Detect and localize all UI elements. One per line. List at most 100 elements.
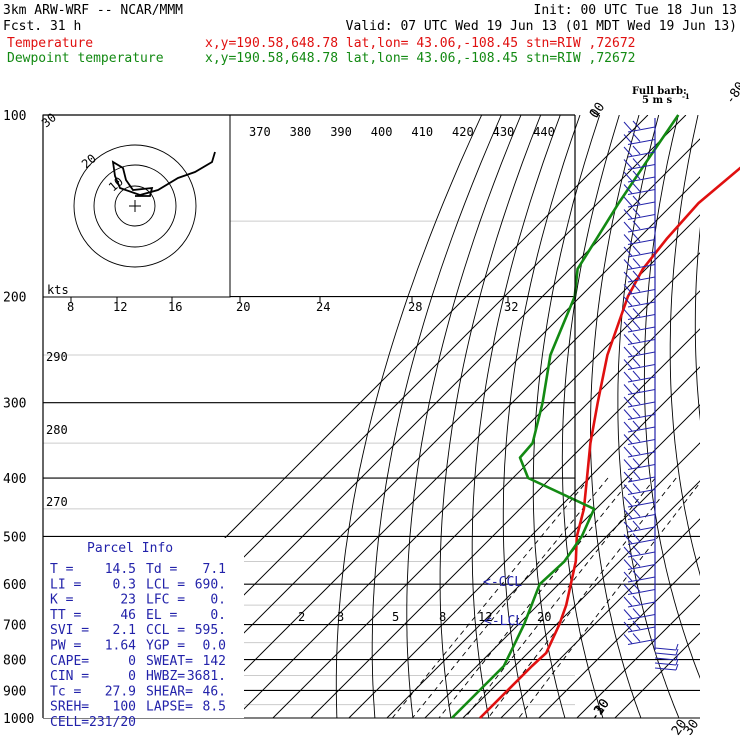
- pressure-label-800: 800: [3, 654, 26, 669]
- pressure-label-900: 900: [3, 684, 26, 699]
- barb-legend-title: Full barb:: [632, 86, 687, 97]
- isotherm: [386, 404, 700, 718]
- dry-adiabat: [590, 115, 642, 718]
- theta-label: 410: [411, 125, 433, 139]
- hodograph-speed-label: 12: [113, 300, 127, 314]
- wind-barb: [623, 533, 656, 545]
- parcel-value: 142: [203, 654, 226, 669]
- parcel-value: 595.: [195, 623, 226, 638]
- parcel-value: 0: [128, 654, 136, 669]
- parcel-value: 0.: [210, 608, 226, 623]
- theta-side-label: 290: [46, 350, 68, 364]
- parcel-value: 7.1: [203, 562, 226, 577]
- wind-barb: [623, 483, 656, 495]
- parcel-value: 23: [120, 593, 136, 608]
- hodograph-speed-label: 8: [67, 300, 74, 314]
- barb-legend-unit-exp: -1: [682, 92, 690, 101]
- parcel-key: PW =: [50, 639, 81, 654]
- wind-barb: [623, 520, 656, 533]
- dry-adiabat: [439, 115, 542, 718]
- isotherm: [310, 328, 700, 718]
- theta-label: 420: [452, 125, 474, 139]
- wind-barb: [623, 458, 656, 470]
- pressure-label-200: 200: [3, 291, 26, 306]
- wind-barb: [623, 570, 656, 583]
- hodograph-trace: [111, 151, 216, 197]
- wind-barb: [623, 145, 656, 158]
- hodograph-ring: [114, 185, 156, 227]
- hodograph-speed-label: 28: [408, 300, 422, 314]
- parcel-value: 0.: [210, 593, 226, 608]
- parcel-key: T =: [50, 562, 74, 577]
- temperature-label: -80: [723, 79, 740, 107]
- pressure-label-700: 700: [3, 619, 26, 634]
- wind-barb: [623, 445, 656, 458]
- dry-adiabat: [371, 115, 502, 718]
- temperature-label: 20: [669, 717, 690, 738]
- parcel-value: 690.: [195, 577, 226, 592]
- wind-barb: [623, 370, 656, 383]
- isotherm: [234, 252, 700, 718]
- parcel-value: 100: [113, 700, 136, 715]
- barb-legend-unit: 5 m s: [642, 95, 673, 106]
- isotherm: [576, 594, 700, 718]
- parcel-key: SREH=: [50, 700, 89, 715]
- parcel-key: EL =: [146, 608, 177, 623]
- wind-barb: [623, 545, 656, 558]
- dry-adiabat: [532, 115, 601, 718]
- pressure-label-500: 500: [3, 530, 26, 545]
- wind-barb: [623, 233, 656, 245]
- pressure-label-300: 300: [3, 397, 26, 412]
- hodograph-speed-label: 24: [316, 300, 330, 314]
- parcel-key: CELL=: [50, 715, 89, 730]
- forecast-hour: Fcst. 31 h: [3, 19, 81, 34]
- parcel-key: CAPE=: [50, 654, 89, 669]
- dry-adiabat: [669, 115, 700, 577]
- parcel-value: 231/20: [89, 715, 136, 730]
- parcel-key: LI =: [50, 577, 81, 592]
- wind-barb: [623, 320, 656, 333]
- isotherm: [348, 366, 700, 718]
- wind-barb: [623, 133, 656, 145]
- theta-label: 430: [493, 125, 515, 139]
- parcel-key: LAPSE=: [146, 700, 193, 715]
- parcel-key: CIN =: [50, 669, 89, 684]
- dewpoint-location: x,y=190.58,648.78 lat,lon= 43.06,-108.45…: [205, 51, 635, 66]
- parcel-key: Tc =: [50, 684, 81, 699]
- parcel-value: 2.1: [113, 623, 136, 638]
- parcel-key: TT =: [50, 608, 81, 623]
- wind-barb: [623, 633, 656, 645]
- parcel-panel: [43, 538, 244, 718]
- wind-barb: [623, 220, 656, 233]
- mixing-ratio-label: 12: [478, 610, 492, 624]
- wind-barb: [623, 158, 656, 170]
- wind-barb: [623, 595, 656, 608]
- mixing-ratio-label: 8: [439, 610, 446, 624]
- isotherm: [196, 214, 700, 718]
- wind-barb: [623, 395, 656, 408]
- temperature-label: 10: [587, 100, 608, 121]
- valid-time: Valid: 07 UTC Wed 19 Jun 13 (01 MDT Wed …: [346, 19, 737, 34]
- parcel-key: LFC =: [146, 593, 185, 608]
- parcel-value: 0: [128, 669, 136, 684]
- hodograph-speed-label: 16: [168, 300, 182, 314]
- wind-barb: [623, 183, 656, 195]
- wind-barb: [623, 583, 656, 595]
- temperature-location: x,y=190.58,648.78 lat,lon= 43.06,-108.45…: [205, 36, 635, 51]
- theta-side-label: 280: [46, 423, 68, 437]
- isotherm: [462, 480, 700, 718]
- model-title: 3km ARW-WRF -- NCAR/MMM: [3, 3, 183, 18]
- hodograph-speed-label: 32: [504, 300, 518, 314]
- parcel-key: LCL =: [146, 577, 185, 592]
- parcel-value: 0.3: [113, 577, 136, 592]
- dry-adiabat: [617, 115, 680, 718]
- hodograph-speed-label: 20: [236, 300, 250, 314]
- wind-barb: [623, 120, 656, 133]
- init-time: Init: 00 UTC Tue 18 Jun 13: [534, 3, 738, 18]
- dewpoint-legend: Dewpoint temperature: [7, 51, 164, 66]
- pressure-label-1000: 1000: [3, 712, 34, 727]
- wind-barb: [623, 283, 656, 295]
- parcel-key: SWEAT=: [146, 654, 193, 669]
- parcel-value: 14.5: [105, 562, 136, 577]
